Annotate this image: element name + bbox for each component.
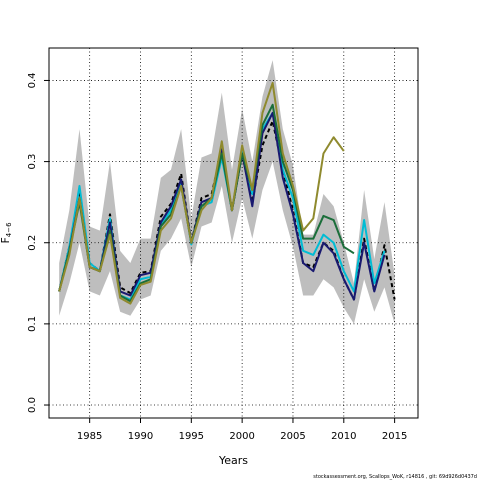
x-tick-label: 1985 xyxy=(77,431,102,442)
y-axis-title-subscript: 4−6 xyxy=(5,222,13,237)
series-line-5 xyxy=(58,81,345,305)
series-line-3 xyxy=(58,111,386,301)
y-tick-label: 0.1 xyxy=(27,316,38,332)
y-tick-label: 0.0 xyxy=(27,397,38,413)
y-tick-label: 0.2 xyxy=(27,235,38,251)
y-axis: 0.0 0.1 0.2 0.3 0.4 xyxy=(27,73,49,413)
x-tick-label: 1995 xyxy=(179,431,204,442)
x-tick-label: 2010 xyxy=(331,431,356,442)
x-tick-label: 2000 xyxy=(229,431,254,442)
grid-layer xyxy=(49,48,418,418)
y-axis-title-main: F xyxy=(0,237,12,243)
y-axis-title: F4−6 xyxy=(0,222,13,244)
series-layer xyxy=(58,81,396,305)
confidence-band xyxy=(59,60,395,324)
x-axis-title: Years xyxy=(218,454,248,467)
footer-note: stockassessment.org, Scallops_WoK, r1481… xyxy=(313,474,477,480)
plot-frame xyxy=(48,47,419,419)
y-tick-label: 0.4 xyxy=(27,73,38,89)
confidence-band-layer xyxy=(59,60,395,324)
y-tick-label: 0.3 xyxy=(27,154,38,170)
x-tick-label: 2005 xyxy=(280,431,305,442)
x-tick-label: 1990 xyxy=(128,431,153,442)
x-axis: 1985 1990 1995 2000 2005 2010 2015 xyxy=(77,418,407,442)
x-tick-label: 2015 xyxy=(382,431,407,442)
